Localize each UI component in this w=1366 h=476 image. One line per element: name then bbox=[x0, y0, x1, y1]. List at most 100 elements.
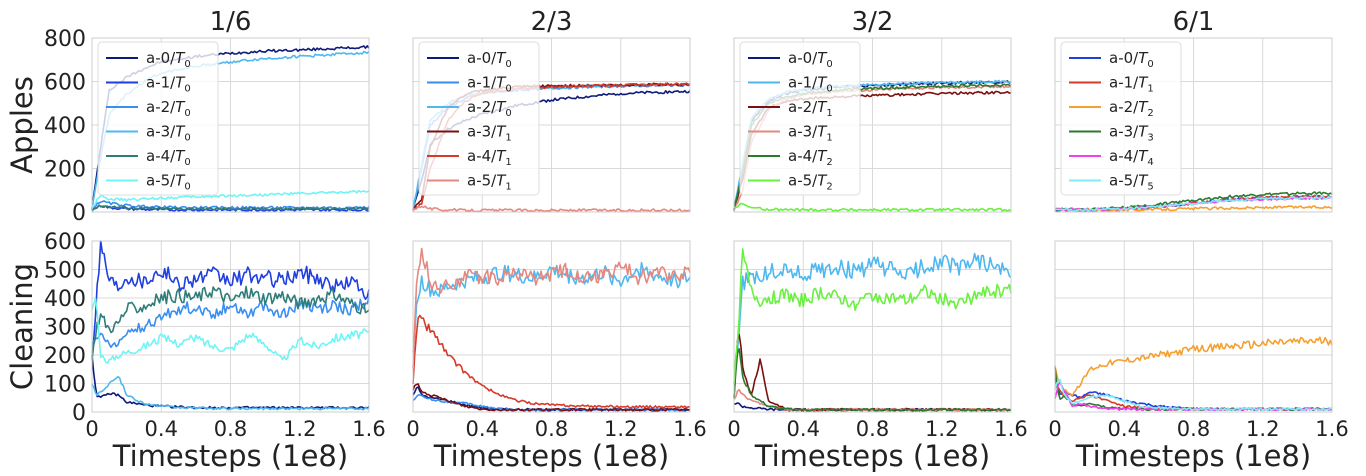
legend-label: a-2/T2 bbox=[1109, 98, 1154, 119]
x-axis-label: Timesteps (1e8) bbox=[433, 439, 669, 473]
panel-apples-2: 2/3 a-0/T0 a-1/T0 a-2/T0 a-3/T1 a-4/T1 a-5/T1 bbox=[412, 7, 691, 213]
series-lines bbox=[733, 248, 1012, 412]
x-axis-label: Timesteps (1e8) bbox=[1075, 439, 1311, 473]
y-tick-label: 0 bbox=[72, 201, 86, 226]
panel-apples-4: 6/1 a-0/T0 a-1/T1 a-2/T2 a-3/T3 a-4/T4 a-5/T5 bbox=[1054, 7, 1333, 213]
legend-label: a-2/T0 bbox=[146, 98, 191, 119]
panel-title: 1/6 bbox=[210, 7, 252, 37]
legend-label: a-0/T0 bbox=[1109, 49, 1154, 70]
x-tick-labels: 0 0.4 0.8 1.2 1.6 bbox=[727, 417, 1027, 441]
x-tick-label: 0.8 bbox=[856, 417, 889, 441]
series-line-a-3-t1 bbox=[412, 383, 690, 412]
x-tick-label: 0 bbox=[406, 417, 419, 441]
x-tick-label: 1.2 bbox=[1246, 417, 1279, 441]
x-tick-label: 1.6 bbox=[673, 417, 706, 441]
panel-title: 2/3 bbox=[531, 7, 573, 37]
legend-label: a-5/T5 bbox=[1109, 172, 1154, 193]
legend: a-0/T0 a-1/T0 a-2/T1 a-3/T1 a-4/T2 a-5/T2 bbox=[739, 41, 861, 196]
y-tick-label: 600 bbox=[44, 230, 86, 255]
series-line-a-5-t1 bbox=[412, 247, 691, 369]
row-labels: Apples Cleaning bbox=[5, 76, 39, 390]
legend-label: a-5/T0 bbox=[146, 172, 191, 193]
x-tick-labels: 0 0.4 0.8 1.2 1.6 bbox=[406, 417, 706, 441]
y-tick-label: 400 bbox=[44, 114, 86, 139]
series-line-a-3-t0 bbox=[91, 375, 370, 411]
x-tick-labels: 0 0.4 0.8 1.2 1.6 bbox=[1048, 417, 1348, 441]
legend-label: a-1/T1 bbox=[1109, 74, 1154, 95]
series-lines bbox=[1054, 336, 1333, 412]
x-axis-label: Timesteps (1e8) bbox=[112, 439, 348, 473]
legend-label: a-4/T4 bbox=[1109, 147, 1154, 168]
legend: a-0/T0 a-1/T0 a-2/T0 a-3/T0 a-4/T0 a-5/T0 bbox=[97, 41, 219, 196]
series-lines bbox=[1054, 191, 1333, 213]
legend-label: a-2/T1 bbox=[788, 98, 833, 119]
legend-label: a-4/T0 bbox=[146, 147, 191, 168]
x-tick-label: 1.6 bbox=[352, 417, 385, 441]
x-tick-label: 0.8 bbox=[535, 417, 568, 441]
x-tick-label: 0.4 bbox=[145, 417, 178, 441]
series-line-a-1-t0 bbox=[733, 252, 1012, 384]
row-label-cleaning: Cleaning bbox=[5, 263, 39, 390]
legend-label: a-4/T1 bbox=[467, 147, 512, 168]
series-line-a-5-t5 bbox=[1054, 378, 1333, 412]
x-tick-label: 1.2 bbox=[283, 417, 316, 441]
y-tick-label: 200 bbox=[44, 344, 86, 369]
y-tick-label: 100 bbox=[44, 373, 86, 398]
x-tick-label: 0.8 bbox=[1177, 417, 1210, 441]
x-axis-label: Timesteps (1e8) bbox=[754, 439, 990, 473]
legend: a-0/T0 a-1/T0 a-2/T0 a-3/T1 a-4/T1 a-5/T1 bbox=[418, 41, 540, 196]
series-line-a-5-t1 bbox=[412, 205, 690, 213]
x-tick-label: 1.2 bbox=[925, 417, 958, 441]
legend-label: a-0/T0 bbox=[146, 49, 191, 70]
y-tick-label: 200 bbox=[44, 158, 86, 183]
series-line-a-2-t2 bbox=[1054, 205, 1333, 213]
y-tick-label: 300 bbox=[44, 316, 86, 341]
legend-label: a-0/T0 bbox=[467, 49, 512, 70]
panel-apples-3: 3/2 a-0/T0 a-1/T0 a-2/T1 a-3/T1 a-4/T2 a-5/T2 bbox=[733, 7, 1012, 213]
y-tick-label: 0 bbox=[72, 401, 86, 426]
axes-frame bbox=[91, 37, 370, 213]
y-tick-labels: 0 100 200 300 400 500 600 bbox=[44, 230, 86, 426]
y-tick-label: 600 bbox=[44, 71, 86, 96]
series-line-a-4-t1 bbox=[412, 314, 691, 409]
series-line-a-2-t2 bbox=[1054, 336, 1333, 397]
series-line-a-4-t0 bbox=[91, 204, 370, 212]
legend: a-0/T0 a-1/T1 a-2/T2 a-3/T3 a-4/T4 a-5/T5 bbox=[1060, 41, 1182, 196]
legend-label: a-0/T0 bbox=[788, 49, 833, 70]
x-tick-label: 0.4 bbox=[1108, 417, 1141, 441]
x-tick-label: 0 bbox=[727, 417, 740, 441]
series-line-a-5-t0 bbox=[91, 297, 370, 364]
axes-frame bbox=[412, 37, 691, 213]
x-tick-label: 1.2 bbox=[604, 417, 637, 441]
axes-frame bbox=[412, 240, 691, 413]
series-line-a-5-t2 bbox=[733, 248, 1012, 384]
panel-title: 6/1 bbox=[1173, 7, 1215, 37]
y-tick-label: 400 bbox=[44, 287, 86, 312]
series-line-a-5-t2 bbox=[733, 202, 1012, 212]
legend-label: a-4/T2 bbox=[788, 147, 833, 168]
x-tick-label: 0.4 bbox=[787, 417, 820, 441]
axes-frame bbox=[91, 240, 370, 413]
legend-label: a-1/T0 bbox=[467, 74, 512, 95]
series-lines bbox=[91, 240, 370, 411]
legend-label: a-3/T0 bbox=[146, 123, 191, 144]
series-line-a-4-t2 bbox=[733, 348, 1012, 412]
x-tick-label: 0 bbox=[85, 417, 98, 441]
legend-label: a-1/T0 bbox=[788, 74, 833, 95]
legend-label: a-5/T1 bbox=[467, 172, 512, 193]
row-label-apples: Apples bbox=[5, 76, 39, 174]
legend-label: a-2/T0 bbox=[467, 98, 512, 119]
y-tick-label: 800 bbox=[44, 27, 86, 52]
series-lines bbox=[412, 247, 691, 412]
y-tick-label: 500 bbox=[44, 259, 86, 284]
panel-apples-1: 1/6 0 200 400 600 800 a-0/T0 a-1/T0 a-2/T0 a-3/T0… bbox=[44, 7, 370, 226]
series-line-a-2-t0 bbox=[91, 296, 370, 354]
x-tick-label: 0 bbox=[1048, 417, 1061, 441]
series-line-a-5-t0 bbox=[91, 189, 370, 209]
series-line-a-1-t0 bbox=[91, 240, 370, 359]
axes-frame bbox=[1054, 37, 1333, 213]
